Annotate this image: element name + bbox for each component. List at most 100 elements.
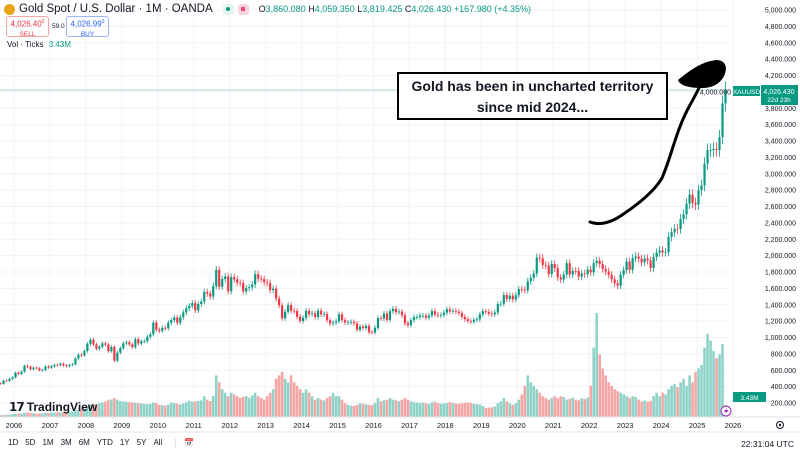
settings-icon[interactable] — [776, 421, 784, 429]
svg-text:3.43M: 3.43M — [740, 395, 758, 402]
candle-body — [478, 314, 481, 320]
volume-bar — [697, 368, 700, 417]
volume-bar — [547, 399, 551, 417]
candle-body — [610, 274, 613, 280]
volume-bar — [619, 392, 622, 417]
candle-body — [185, 308, 188, 313]
candle-body — [655, 252, 658, 258]
candle-body — [176, 317, 179, 323]
volume-bar — [493, 406, 497, 417]
range-5d[interactable]: 5D — [25, 438, 36, 447]
candle-body — [307, 310, 311, 315]
range-1d[interactable]: 1D — [8, 438, 19, 447]
volume-bar — [86, 406, 89, 417]
range-5y[interactable]: 5Y — [136, 438, 147, 447]
calendar-icon[interactable]: 📅 — [175, 438, 194, 447]
candle-body — [128, 342, 131, 345]
candle-body — [457, 311, 460, 314]
y-tick-label: 3,200.000 — [765, 155, 796, 162]
range-6m[interactable]: 6M — [78, 438, 90, 447]
buy-button[interactable]: 4,026.990 BUY — [66, 16, 109, 38]
candle-body — [29, 366, 32, 370]
candle-body — [409, 320, 413, 326]
volume-bar — [214, 375, 218, 417]
candle-body — [83, 351, 86, 356]
volume-bar — [232, 394, 236, 417]
lightning-icon[interactable] — [720, 405, 732, 417]
candle-body — [643, 258, 646, 263]
volume-bar — [565, 399, 569, 417]
clock[interactable]: 22:31:04 UTC — [741, 439, 794, 449]
candle-body — [724, 89, 727, 104]
volume-bar — [397, 401, 401, 417]
volume-bar — [355, 404, 359, 417]
volume-bar — [424, 403, 428, 417]
volume-bar — [409, 401, 413, 417]
price-badge: XAUUSD 4,026.430 22d 23h — [733, 85, 798, 105]
volume-bar — [571, 397, 575, 417]
candle-body — [349, 321, 353, 323]
candle-body — [101, 343, 104, 347]
candle-body — [17, 372, 20, 374]
stop-icon[interactable] — [237, 3, 249, 15]
volume-bar — [667, 389, 670, 417]
volume-bar — [544, 397, 548, 417]
volume-bar — [358, 403, 362, 417]
volume-bar — [541, 396, 545, 417]
candle-body — [694, 202, 697, 205]
candle-body — [95, 344, 98, 349]
market-open-icon[interactable] — [222, 3, 234, 15]
candle-body — [706, 150, 709, 164]
candle-body — [679, 219, 682, 229]
volume-bar — [172, 403, 176, 417]
candle-body — [703, 163, 706, 186]
volume-legend[interactable]: Vol · Ticks 3.43M — [7, 40, 71, 49]
candle-body — [652, 257, 655, 268]
candle-body — [646, 258, 649, 261]
candle-body — [26, 365, 29, 367]
volume-bar — [175, 403, 179, 417]
candle-body — [718, 137, 721, 151]
candle-body — [709, 150, 712, 151]
candle-body — [685, 203, 688, 215]
volume-bar — [385, 399, 389, 417]
candle-body — [466, 319, 469, 321]
sell-button[interactable]: 4,026.400 SELL — [6, 16, 49, 38]
volume-bar — [184, 402, 188, 417]
volume-bar — [253, 392, 257, 417]
volume-bar — [535, 389, 539, 417]
volume-bar — [143, 403, 146, 417]
candle-body — [167, 322, 170, 329]
time-axis[interactable]: 2006 2007 2008 2009 2010 2011 2012 2013 2014 2015… — [6, 421, 742, 430]
volume-bar — [520, 394, 524, 417]
volume-bar — [649, 401, 652, 417]
volume-bar — [95, 404, 98, 417]
candle-body — [523, 289, 526, 291]
y-tick-label: 4,600.000 — [765, 40, 796, 47]
price-axis[interactable]: 5,000.000 4,800.000 4,600.000 4,400.000 4,20… — [700, 8, 796, 408]
volume-bar — [703, 347, 706, 417]
volume-bar — [137, 403, 140, 417]
candle-body — [442, 312, 446, 315]
volume-bar — [451, 403, 455, 417]
candle-body — [475, 319, 478, 321]
candle-body — [155, 322, 158, 330]
tradingview-logo[interactable]: 𝟭𝟳 TradingView — [9, 400, 98, 414]
candle-body — [670, 232, 673, 237]
range-1y[interactable]: 1Y — [119, 438, 130, 447]
range-all[interactable]: All — [153, 438, 163, 447]
range-1m[interactable]: 1M — [42, 438, 54, 447]
candle-body — [553, 263, 556, 269]
volume-bar — [679, 382, 682, 417]
candle-body — [391, 308, 395, 312]
y-tick-label: 2,200.000 — [765, 237, 796, 244]
range-ytd[interactable]: YTD — [96, 438, 113, 447]
candle-body — [358, 326, 362, 330]
symbol-title[interactable]: Gold Spot / U.S. Dollar · 1M · OANDA — [19, 3, 213, 15]
volume-bar — [23, 412, 26, 417]
range-3m[interactable]: 3M — [60, 438, 72, 447]
last-price-label: 4,026.430 — [763, 89, 794, 96]
candle-body — [496, 304, 499, 313]
candle-body — [158, 329, 161, 331]
